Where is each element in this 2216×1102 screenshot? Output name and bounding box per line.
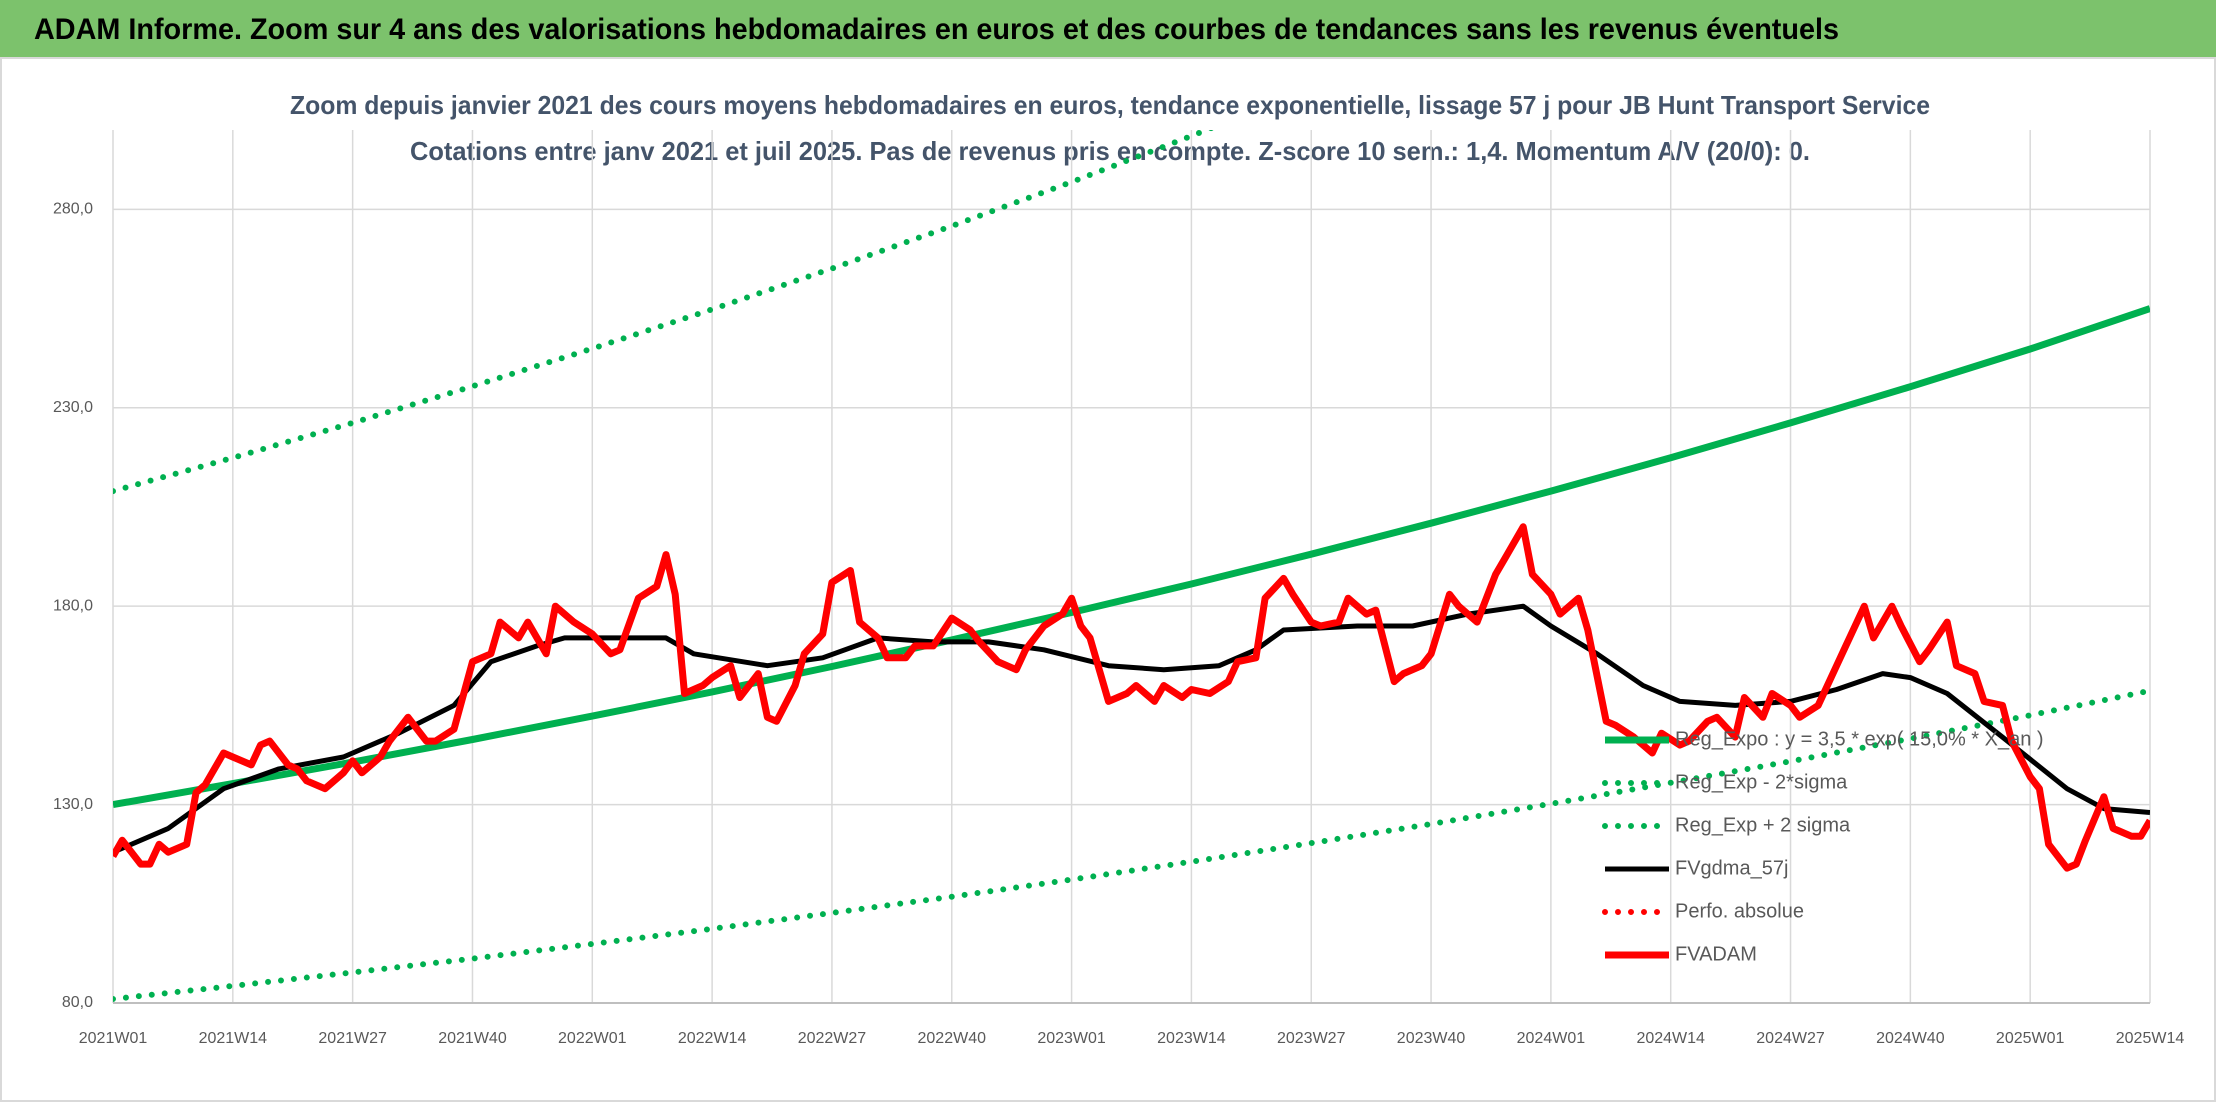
legend-label: Reg_Expo : y = 3,5 * exp( 15,0% * X_an ) <box>1675 728 2044 750</box>
y-tick-label: 180,0 <box>53 597 93 614</box>
series-line <box>113 523 2150 872</box>
y-tick-label: 230,0 <box>53 399 93 416</box>
x-tick-label: 2021W14 <box>199 1030 268 1047</box>
x-tick-label: 2023W40 <box>1397 1030 1466 1047</box>
y-tick-label: 280,0 <box>53 201 93 218</box>
chart-frame <box>0 57 2216 1102</box>
title-bar <box>0 0 2216 58</box>
x-tick-label: 2023W14 <box>1157 1030 1226 1047</box>
x-tick-label: 2024W14 <box>1636 1030 1705 1047</box>
x-tick-label: 2022W40 <box>918 1030 987 1047</box>
x-tick-label: 2024W01 <box>1517 1030 1586 1047</box>
series-line <box>113 130 1215 495</box>
series-line <box>113 687 2150 1002</box>
x-tick-label: 2021W40 <box>438 1030 507 1047</box>
chart-title: Zoom depuis janvier 2021 des cours moyen… <box>290 90 1930 120</box>
x-tick-label: 2022W27 <box>798 1030 867 1047</box>
x-tick-label: 2022W01 <box>558 1030 627 1047</box>
legend-label: FVgdma_57j <box>1675 857 1788 879</box>
legend-label: Reg_Exp + 2 sigma <box>1675 814 1851 836</box>
x-tick-label: 2023W01 <box>1037 1030 1106 1047</box>
x-tick-label: 2022W14 <box>678 1030 747 1047</box>
x-tick-label: 2023W27 <box>1277 1030 1346 1047</box>
x-tick-label: 2025W14 <box>2116 1030 2185 1047</box>
x-tick-label: 2021W27 <box>318 1030 387 1047</box>
legend-label: Reg_Exp - 2*sigma <box>1675 771 1848 793</box>
page-title: ADAM Informe. Zoom sur 4 ans des valoris… <box>34 13 1839 46</box>
legend-label: Perfo. absolue <box>1675 900 1804 922</box>
x-tick-label: 2025W01 <box>1996 1030 2065 1047</box>
y-tick-label: 80,0 <box>62 994 93 1011</box>
y-tick-label: 130,0 <box>53 796 93 813</box>
legend-label: FVADAM <box>1675 943 1757 965</box>
x-tick-label: 2021W01 <box>79 1030 148 1047</box>
chart-subtitle: Cotations entre janv 2021 et juil 2025. … <box>410 136 1810 166</box>
x-tick-label: 2024W27 <box>1756 1030 1825 1047</box>
series-line <box>113 603 2150 855</box>
x-tick-label: 2024W40 <box>1876 1030 1945 1047</box>
series-line <box>113 305 2150 809</box>
